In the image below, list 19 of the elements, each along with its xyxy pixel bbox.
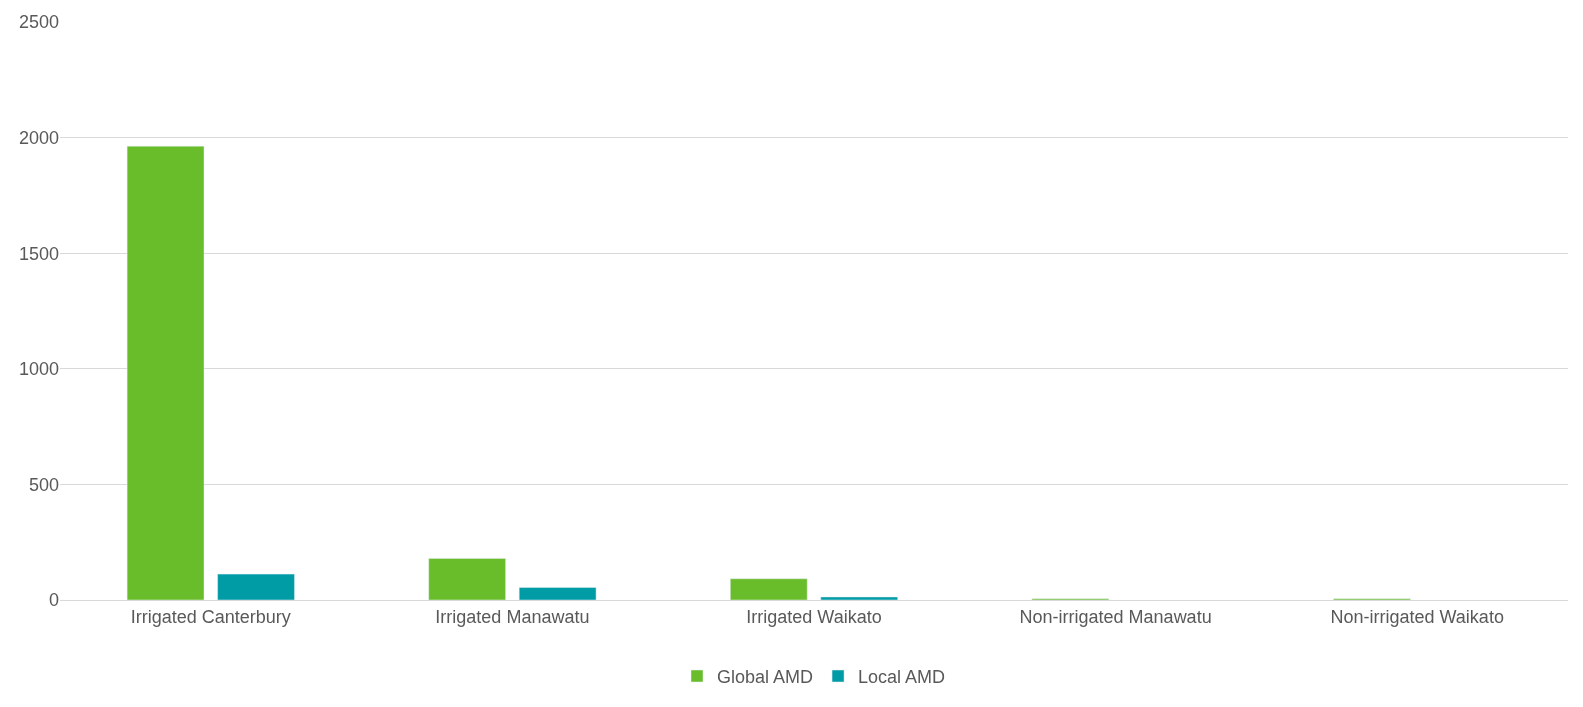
legend-label: Global AMD: [717, 667, 814, 688]
y-tick-label: 2000: [18, 127, 59, 148]
x-tick-label: Non-irrigated Manawatu: [1019, 606, 1212, 627]
y-tick-label: 2500: [18, 12, 59, 33]
legend-label: Local AMD: [858, 667, 946, 688]
bar: [428, 558, 506, 600]
bar: [126, 145, 205, 600]
bar: [217, 573, 295, 600]
x-tick-label: Irrigated Manawatu: [435, 606, 590, 627]
x-tick-label: Irrigated Canterbury: [130, 606, 291, 627]
y-tick-label: 500: [28, 474, 59, 495]
bar: [730, 578, 808, 600]
x-tick-label: Irrigated Waikato: [746, 606, 882, 627]
bar: [820, 596, 898, 600]
y-tick-label: 1000: [18, 359, 59, 380]
x-tick-label: Non-irrigated Waikato: [1330, 606, 1504, 627]
y-tick-label: 0: [48, 590, 59, 611]
y-tick-label: 1500: [18, 243, 59, 264]
bar: [518, 587, 597, 600]
